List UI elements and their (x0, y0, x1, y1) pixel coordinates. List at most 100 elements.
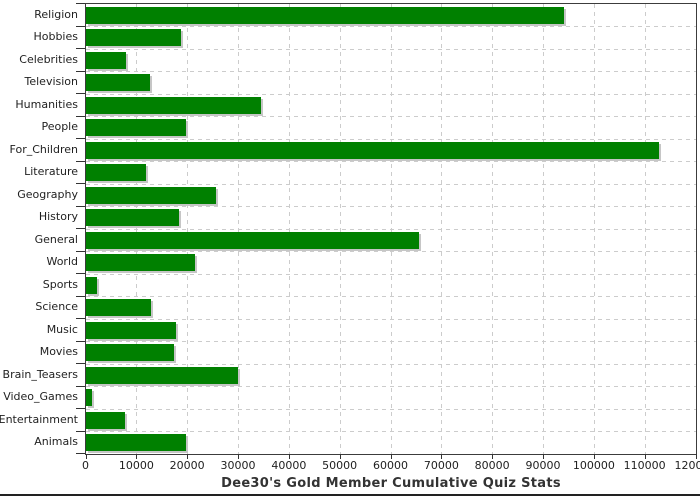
bar-religion (86, 6, 564, 24)
x-axis-tick-label: 120000 (674, 459, 700, 472)
y-axis-tick (76, 363, 85, 364)
horizontal-gridline (86, 138, 696, 140)
horizontal-gridline (86, 386, 696, 387)
y-axis-tick (76, 385, 85, 387)
y-axis-label-for_children: For_Children (9, 142, 78, 156)
bar-television (86, 74, 151, 92)
x-axis-tick-label: 40000 (271, 459, 307, 472)
y-axis-label-world: World (46, 255, 78, 269)
x-axis-tick-label: 80000 (474, 459, 510, 472)
horizontal-gridline (86, 116, 696, 117)
bar-brain_teasers (86, 366, 238, 384)
bar-music (86, 321, 177, 339)
x-axis-tick (136, 454, 138, 459)
y-axis-tick (76, 273, 85, 274)
y-axis-tick (76, 48, 85, 49)
y-axis-label-religion: Religion (34, 7, 78, 21)
bar-science (86, 299, 151, 317)
y-axis-label-humanities: Humanities (15, 97, 78, 111)
y-axis-label-general: General (34, 232, 78, 246)
x-axis-tick (288, 454, 290, 459)
y-axis-tick (76, 93, 85, 94)
y-axis-tick (76, 453, 85, 454)
x-axis-tick (238, 454, 239, 459)
y-axis-tick (76, 160, 85, 162)
y-axis-tick (76, 115, 85, 117)
x-axis-tick (593, 454, 595, 459)
x-axis-tick (187, 454, 189, 459)
y-axis-tick (76, 70, 85, 72)
bar-movies (86, 344, 175, 362)
y-axis-label-people: People (41, 120, 78, 134)
plot-area (85, 3, 697, 455)
y-axis-label-entertainment: Entertainment (0, 412, 78, 426)
x-axis-tick-label: 20000 (169, 459, 205, 472)
horizontal-gridline (86, 431, 696, 432)
y-axis-tick (76, 183, 85, 184)
horizontal-gridline (86, 161, 696, 162)
bar-humanities (86, 96, 262, 114)
horizontal-gridline (86, 71, 696, 72)
x-axis-tick (390, 454, 392, 459)
x-axis-tick-label: 60000 (373, 459, 408, 472)
y-axis-label-television: Television (24, 75, 79, 89)
bar-entertainment (86, 411, 126, 429)
x-axis-tick-label: 110000 (623, 459, 666, 472)
y-axis-tick (76, 3, 85, 4)
x-axis-tick-label: 0 (82, 459, 89, 472)
y-axis-label-video_games: Video_Games (3, 390, 78, 404)
horizontal-gridline (86, 363, 696, 365)
x-axis-tick (492, 454, 494, 459)
horizontal-gridline (86, 251, 696, 252)
bar-history (86, 209, 180, 227)
y-axis-tick (76, 138, 85, 139)
bar-hobbies (86, 29, 181, 47)
x-axis-tick (543, 454, 544, 459)
horizontal-gridline (86, 408, 696, 410)
y-axis-tick (76, 408, 85, 409)
horizontal-gridline (86, 341, 696, 342)
horizontal-gridline (86, 228, 696, 230)
x-axis-tick-label: 30000 (220, 459, 256, 472)
bar-for_children (86, 141, 660, 159)
x-axis-tick (695, 454, 697, 459)
horizontal-gridline (86, 93, 696, 95)
horizontal-gridline (86, 273, 696, 275)
bar-celebrities (86, 51, 126, 69)
x-axis-tick-label: 70000 (423, 459, 459, 472)
y-axis-tick (76, 228, 85, 229)
bar-literature (86, 164, 146, 182)
chart-title: Dee30's Gold Member Cumulative Quiz Stat… (221, 476, 561, 491)
y-axis-label-sports: Sports (42, 277, 78, 291)
x-axis-tick-label: 10000 (118, 459, 154, 472)
y-axis-tick (76, 318, 85, 319)
bar-people (86, 119, 187, 137)
y-axis-label-history: History (38, 210, 78, 224)
y-axis-label-celebrities: Celebrities (19, 52, 78, 66)
y-axis-tick (76, 295, 85, 297)
x-axis-tick (644, 454, 646, 459)
y-axis-label-geography: Geography (17, 187, 78, 201)
horizontal-gridline (86, 48, 696, 50)
y-axis-label-movies: Movies (39, 345, 78, 359)
y-axis-tick (76, 25, 85, 27)
x-axis-tick-label: 50000 (322, 459, 358, 472)
bar-video_games (86, 389, 92, 407)
y-axis-tick (76, 430, 85, 432)
horizontal-gridline (86, 26, 696, 27)
y-axis-label-music: Music (46, 322, 78, 336)
x-axis-tick (441, 454, 443, 459)
x-axis-tick-label: 90000 (525, 459, 561, 472)
horizontal-gridline (86, 318, 696, 320)
y-axis-tick (76, 250, 85, 252)
y-axis-label-animals: Animals (34, 435, 78, 449)
y-axis-label-literature: Literature (24, 165, 78, 179)
horizontal-gridline (86, 183, 696, 185)
y-axis-label-science: Science (35, 300, 78, 314)
bar-geography (86, 186, 217, 204)
x-axis-tick (339, 454, 341, 459)
bar-general (86, 231, 420, 249)
x-axis-tick-label: 100000 (572, 459, 615, 472)
bar-sports (86, 276, 97, 294)
